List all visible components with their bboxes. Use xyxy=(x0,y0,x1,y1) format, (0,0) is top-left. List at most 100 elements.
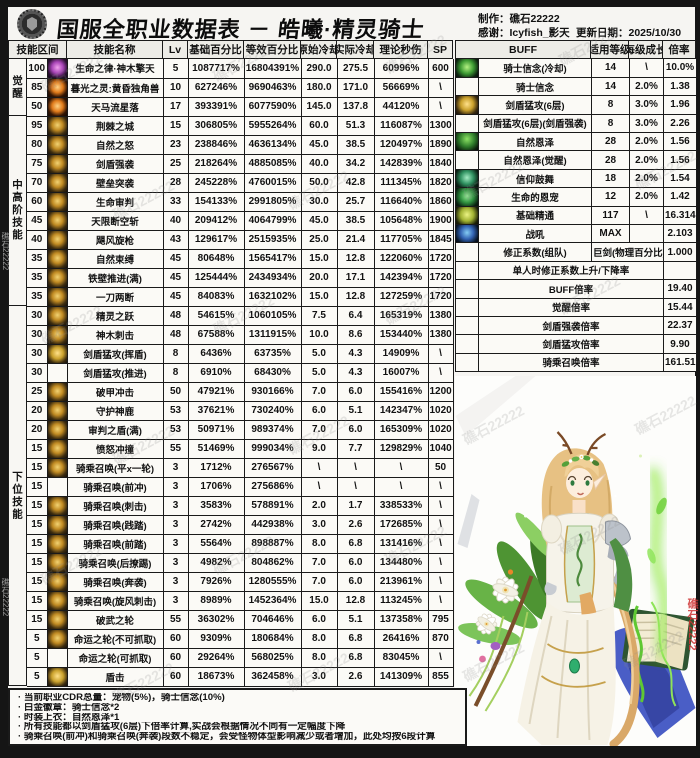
header-cd: 原始冷却 xyxy=(301,41,337,58)
skill-name-cell: 破武之轮 xyxy=(67,610,164,630)
pink-flower xyxy=(479,655,486,663)
skill-sp-cell: 1860 xyxy=(428,192,454,212)
skill-eq-pct-cell: 276567% xyxy=(244,458,302,478)
icon-cell xyxy=(47,553,68,573)
buff-growth-cell xyxy=(629,224,664,244)
section-label: 觉醒 xyxy=(11,74,23,100)
skill-base-pct-cell: 50971% xyxy=(188,420,245,440)
icon-cell xyxy=(455,316,479,336)
skill-lv-cell: 53 xyxy=(163,420,189,440)
skill-lv-cell: 15 xyxy=(163,116,189,136)
skill-base-pct-cell: 2742% xyxy=(188,515,245,535)
skill-icon xyxy=(47,591,66,609)
skill-real-cd-cell: 6.8 xyxy=(337,629,375,649)
skill-base-pct-cell: 393391% xyxy=(188,97,245,117)
skill-name-cell: 命运之轮(可抓取) xyxy=(67,648,164,668)
skill-name-cell: 天限断空斩 xyxy=(67,211,164,231)
buff-name-cell: 生命的恩宠 xyxy=(478,187,592,207)
skill-icon xyxy=(47,135,66,153)
skill-dps-cell: 129829% xyxy=(374,439,429,459)
skill-cd-cell: 8.0 xyxy=(301,629,338,649)
empty-icon xyxy=(457,299,478,316)
note-line: 时装上衣：自然恩泽*1 xyxy=(18,713,457,723)
skill-lv-cell: 3 xyxy=(163,477,189,497)
skill-base-pct-cell: 80648% xyxy=(188,249,245,269)
skill-sp-cell: 1845 xyxy=(428,230,454,250)
skill-name-cell: 神木刺击 xyxy=(67,325,164,345)
skill-row: 35 铁壁推进(满) 45 125444% 2434934% 20.0 17.1 142394… xyxy=(27,268,454,288)
skill-icon xyxy=(47,97,66,115)
skill-cd-cell: 25.0 xyxy=(301,230,338,250)
skill-sp-cell: \ xyxy=(428,363,454,383)
elf-knight-character xyxy=(517,431,633,745)
skill-base-pct-cell: 125444% xyxy=(188,268,245,288)
skill-row: 15 愤怒冲撞 55 51469% 999034% 9.0 7.7 129829% 1040 xyxy=(27,439,454,459)
skill-dps-cell: 131416% xyxy=(374,534,429,554)
icon-cell xyxy=(47,59,68,79)
skill-row: 95 荆棘之城 15 306805% 5955264% 60.0 51.3 116087% 13… xyxy=(27,116,454,136)
buff-level-cell: 28 xyxy=(591,150,630,170)
skill-lv-cell: 55 xyxy=(163,439,189,459)
skill-name-cell: 骑乘召唤(后撩踢) xyxy=(67,553,164,573)
skill-dps-cell: 142394% xyxy=(374,268,429,288)
buff-level-cell: 117 xyxy=(591,206,630,226)
buff-rate-cell: 1.38 xyxy=(663,77,697,97)
skill-lv-cell: 45 xyxy=(163,268,189,288)
note-line: 所有技能都以剑盾猛攻(6层)下倍率计算,实战会根据情况不同有一定幅度下降 xyxy=(18,722,457,732)
skill-row: 50 天马流星落 17 393391% 6077590% 145.0 137.8 44120%… xyxy=(27,97,454,117)
empty-icon xyxy=(457,317,478,334)
skill-cd-cell: 3.0 xyxy=(301,667,338,687)
skill-sp-cell: 870 xyxy=(428,629,454,649)
buff-name-cell: 修正系数(组队) xyxy=(478,242,592,262)
skill-lv-cell: 60 xyxy=(163,629,189,649)
skill-real-cd-cell: 42.8 xyxy=(337,173,375,193)
skill-section-strip: 觉醒 中高阶技能 下位技能 xyxy=(8,59,27,686)
skill-real-cd-cell: 6.0 xyxy=(337,553,375,573)
skill-real-cd-cell: 6.8 xyxy=(337,648,375,668)
icon-cell xyxy=(47,325,68,345)
icon-cell xyxy=(47,648,68,668)
skill-cd-cell: \ xyxy=(301,477,338,497)
skill-row: 20 审判之盾(满) 53 50971% 989374% 7.0 6.0 165309% 102… xyxy=(27,420,454,440)
buff-icon xyxy=(456,133,478,150)
buff-row: 生命的恩宠 12 2.0% 1.42 xyxy=(455,187,697,207)
skill-dps-cell: \ xyxy=(374,458,429,478)
header-real-cd: 实际冷却 xyxy=(337,41,374,58)
skill-lv-cell: 8 xyxy=(163,363,189,383)
skill-dps-cell: 142347% xyxy=(374,401,429,421)
section-label: 中高阶技能 xyxy=(11,179,23,242)
skill-sp-cell: 1820 xyxy=(428,173,454,193)
icon-cell xyxy=(455,150,479,170)
skill-dps-cell: 16007% xyxy=(374,363,429,383)
skill-sp-cell: 1840 xyxy=(428,154,454,174)
buff-rate-cell: 2.103 xyxy=(663,224,697,244)
skill-eq-pct-cell: 1565417% xyxy=(244,249,302,269)
skill-cd-cell: \ xyxy=(301,458,338,478)
skill-table-header: 技能区间 技能名称 Lv 基础百分比 等效百分比 原始冷却 实际冷却 理论秒伤 … xyxy=(8,40,453,59)
icon-cell xyxy=(455,59,479,78)
skill-icon xyxy=(47,458,66,476)
skill-row: 15 骑乘召唤(奔袭) 3 7926% 1280555% 7.0 6.0 213961% \ xyxy=(27,572,454,592)
buff-growth-cell: 2.0% xyxy=(629,169,664,189)
buff-row: 自然恩泽 28 2.0% 1.56 xyxy=(455,132,697,152)
buff-rate-cell: 2.26 xyxy=(663,114,697,134)
skill-name-cell: 骑乘召唤(旋风刺击) xyxy=(67,591,164,611)
skill-lv-cell: 33 xyxy=(163,192,189,212)
dress-skirt xyxy=(517,602,616,745)
skill-name-cell: 骑乘召唤(刺击) xyxy=(67,496,164,516)
skill-base-pct-cell: 9309% xyxy=(188,629,245,649)
skill-eq-pct-cell: 989374% xyxy=(244,420,302,440)
skill-range-cell: 15 xyxy=(27,591,48,611)
skill-lv-cell: 25 xyxy=(163,154,189,174)
skill-sp-cell: \ xyxy=(428,344,454,364)
skill-name-cell: 生命审判 xyxy=(67,192,164,212)
skill-range-cell: 15 xyxy=(27,439,48,459)
skill-lv-cell: 17 xyxy=(163,97,189,117)
icon-cell xyxy=(47,667,68,687)
skill-cd-cell: 15.0 xyxy=(301,287,338,307)
icon-cell xyxy=(47,363,68,383)
buff-row: 战吼 MAX 2.103 xyxy=(455,224,697,244)
icon-cell xyxy=(47,135,68,155)
icon-cell xyxy=(455,77,479,97)
icon-cell xyxy=(47,116,68,136)
